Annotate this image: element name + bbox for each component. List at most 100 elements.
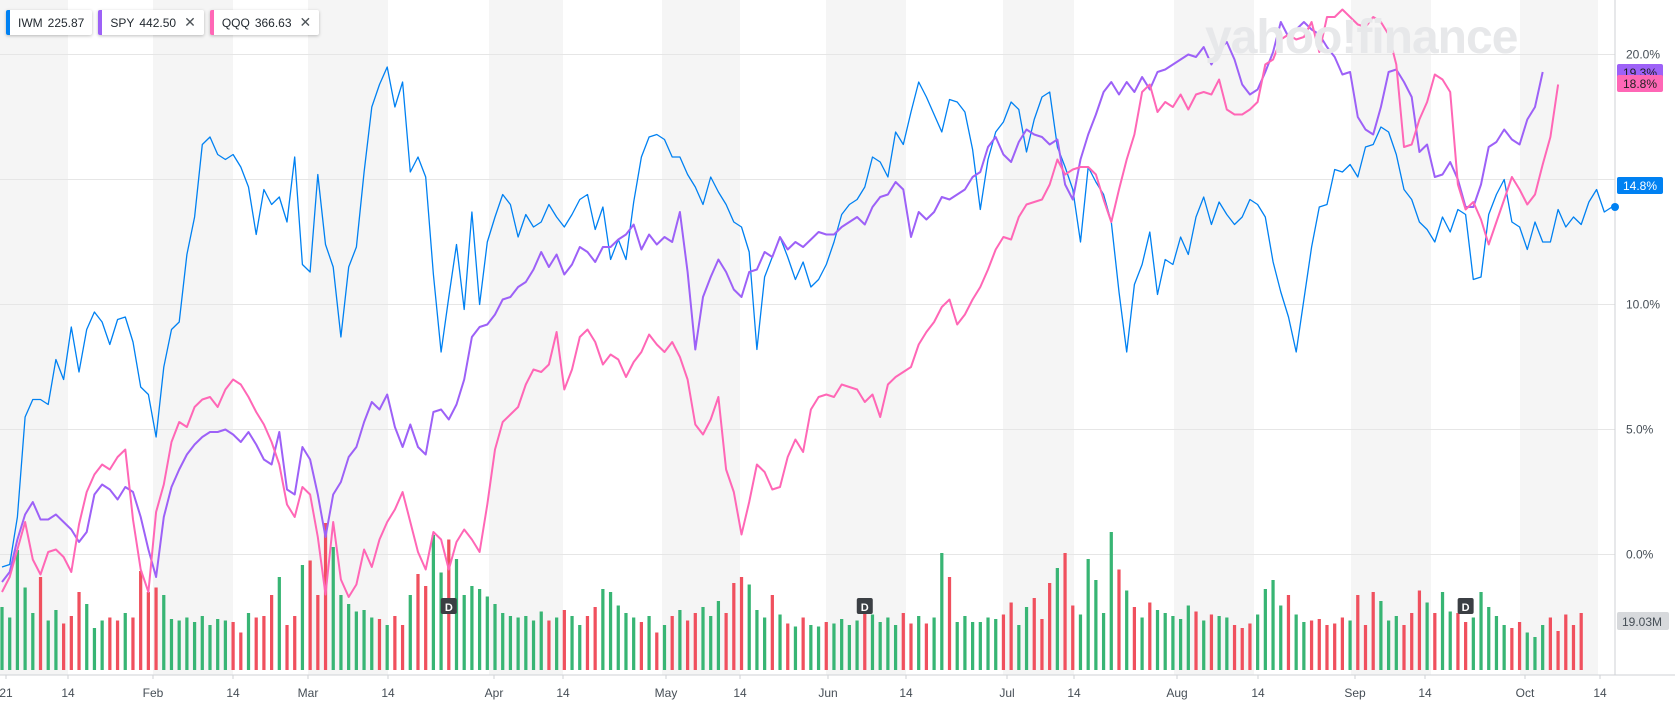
volume-bar	[1410, 613, 1414, 670]
volume-bar	[1071, 605, 1075, 670]
volume-bar	[231, 622, 235, 670]
volume-bar	[840, 619, 844, 670]
volume-bar	[177, 620, 181, 670]
volume-bar	[1109, 532, 1113, 670]
volume-bar	[1464, 622, 1468, 670]
volume-bar	[100, 620, 104, 670]
volume-bar	[516, 617, 520, 670]
volume-bar	[924, 623, 929, 670]
volume-bar	[1186, 605, 1190, 670]
volume-bar	[1001, 614, 1006, 670]
volume-bar	[786, 623, 790, 670]
volume-bar	[847, 625, 851, 670]
volume-bar	[62, 623, 66, 670]
volume-bar	[400, 625, 405, 670]
x-tick-label: Jul	[999, 686, 1014, 700]
x-tick-label: Feb	[143, 686, 164, 700]
legend-chip-spy[interactable]: SPY 442.50 ✕	[98, 10, 204, 35]
volume-bar	[1055, 568, 1059, 670]
volume-bar	[169, 619, 174, 670]
dividend-marker[interactable]: D	[1457, 598, 1474, 614]
volume-bar	[616, 605, 620, 670]
volume-bar	[770, 595, 774, 670]
volume-bar	[578, 625, 582, 670]
x-tick-label: 14	[61, 686, 75, 700]
volume-bar	[1063, 553, 1067, 670]
close-icon[interactable]: ✕	[184, 14, 196, 30]
volume-bar	[1309, 620, 1314, 670]
volume-bar	[216, 619, 220, 670]
close-icon[interactable]: ✕	[299, 14, 312, 30]
volume-bar	[508, 616, 513, 670]
dividend-marker[interactable]: D	[856, 598, 873, 614]
end-value-label: 18.8%	[1617, 75, 1663, 92]
volume-bar	[1155, 610, 1160, 670]
volume-bar	[755, 610, 759, 670]
volume-bar	[947, 577, 952, 670]
volume-bar	[747, 584, 751, 670]
x-tick-label: 14	[381, 686, 395, 700]
volume-bar	[393, 616, 397, 670]
volume-bar	[655, 632, 659, 670]
volume-bar	[131, 617, 135, 670]
volume-bar	[1302, 622, 1306, 670]
svg-text:D: D	[445, 602, 453, 614]
volume-bar	[38, 577, 43, 670]
volume-bar	[162, 595, 166, 670]
volume-bar	[1417, 590, 1422, 670]
x-tick-label: 14	[899, 686, 913, 700]
volume-bar	[1279, 605, 1283, 670]
volume-bar	[223, 620, 228, 670]
volume-bar	[1502, 625, 1506, 670]
volume-bar	[971, 622, 975, 670]
volume-bar	[624, 613, 628, 670]
volume-bar	[1525, 632, 1529, 670]
volume-bar	[293, 616, 297, 670]
volume-bar	[1078, 614, 1083, 670]
volume-bar	[893, 625, 898, 670]
volume-bar	[424, 586, 428, 670]
volume-bar	[793, 626, 798, 670]
volume-bar	[678, 610, 682, 670]
volume-bar	[285, 625, 289, 670]
volume-bar	[1194, 611, 1198, 670]
month-band	[1174, 0, 1254, 675]
volume-bar	[1086, 559, 1090, 670]
volume-bar	[23, 587, 27, 670]
volume-bar	[524, 616, 528, 670]
volume-bar	[1248, 623, 1252, 670]
svg-text:D: D	[861, 602, 869, 614]
volume-bar	[685, 620, 690, 670]
legend-swatch-spy	[98, 10, 103, 35]
y-tick-label: 20.0%	[1626, 48, 1660, 62]
volume-bar	[1202, 620, 1206, 670]
y-tick-label: 10.0%	[1626, 298, 1660, 312]
volume-bar	[246, 613, 251, 670]
volume-bar	[347, 604, 351, 670]
dividend-marker[interactable]: D	[440, 598, 457, 614]
volume-bar	[1125, 590, 1129, 670]
volume-bar	[300, 565, 305, 670]
volume-bar	[69, 616, 73, 670]
legend-chip-iwm[interactable]: IWM 225.87	[6, 10, 93, 35]
x-tick-label: Oct	[1516, 686, 1535, 700]
volume-bar	[1101, 613, 1106, 670]
volume-bar	[269, 595, 274, 670]
volume-bar	[1363, 625, 1368, 670]
volume-bar	[1510, 628, 1514, 670]
volume-bar	[1240, 628, 1244, 670]
volume-bar	[146, 592, 150, 670]
legend-chip-qqq[interactable]: QQQ 366.63 ✕	[209, 10, 320, 35]
volume-bar	[662, 625, 667, 670]
volume-bar	[115, 620, 120, 670]
volume-bar	[108, 617, 112, 670]
volume-bar	[1286, 595, 1291, 670]
volume-bar	[8, 617, 12, 670]
y-tick-label: 5.0%	[1626, 423, 1654, 437]
volume-bar	[1009, 602, 1013, 670]
volume-bar	[1548, 617, 1552, 670]
volume-bar	[31, 613, 35, 670]
volume-bar	[1325, 625, 1329, 670]
